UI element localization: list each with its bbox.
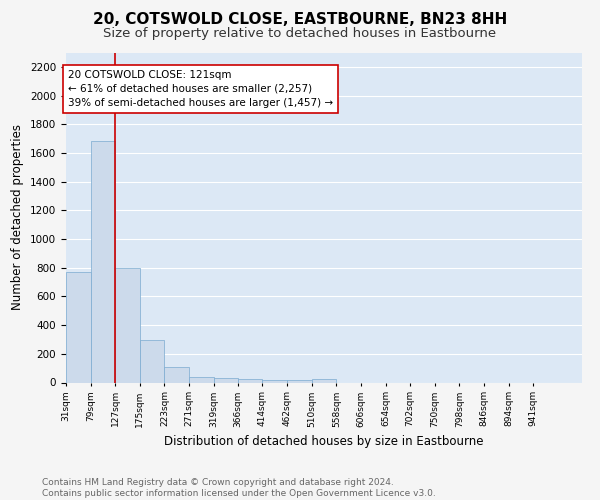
- Text: 20 COTSWOLD CLOSE: 121sqm
← 61% of detached houses are smaller (2,257)
39% of se: 20 COTSWOLD CLOSE: 121sqm ← 61% of detac…: [68, 70, 333, 108]
- Bar: [311, 379, 337, 382]
- X-axis label: Distribution of detached houses by size in Eastbourne: Distribution of detached houses by size …: [164, 435, 484, 448]
- Bar: [164, 366, 189, 382]
- Bar: [91, 142, 115, 382]
- Bar: [287, 380, 311, 382]
- Bar: [214, 378, 238, 382]
- Text: 20, COTSWOLD CLOSE, EASTBOURNE, BN23 8HH: 20, COTSWOLD CLOSE, EASTBOURNE, BN23 8HH: [93, 12, 507, 28]
- Bar: [115, 268, 140, 382]
- Bar: [189, 377, 214, 382]
- Text: Size of property relative to detached houses in Eastbourne: Size of property relative to detached ho…: [103, 28, 497, 40]
- Bar: [262, 380, 287, 382]
- Y-axis label: Number of detached properties: Number of detached properties: [11, 124, 25, 310]
- Text: Contains HM Land Registry data © Crown copyright and database right 2024.
Contai: Contains HM Land Registry data © Crown c…: [42, 478, 436, 498]
- Bar: [66, 272, 91, 382]
- Bar: [238, 380, 262, 382]
- Bar: [140, 340, 164, 382]
